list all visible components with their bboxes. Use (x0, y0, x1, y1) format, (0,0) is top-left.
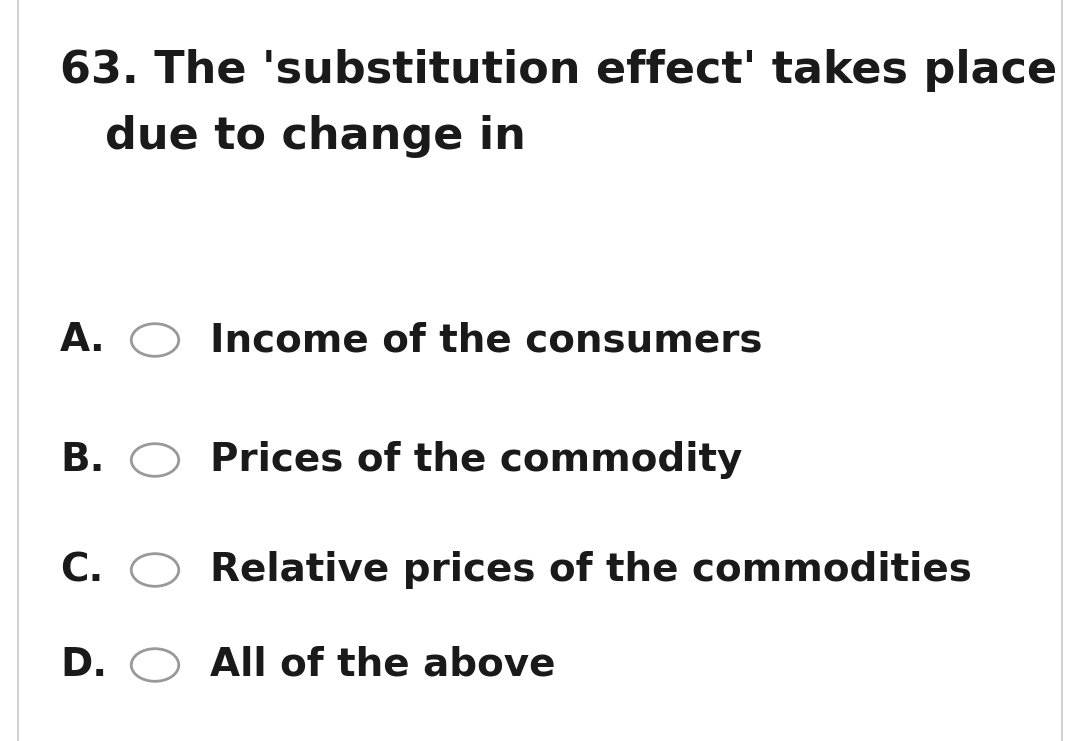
Text: 63. The 'substitution effect' takes place: 63. The 'substitution effect' takes plac… (60, 48, 1057, 91)
Text: due to change in: due to change in (105, 115, 526, 158)
Text: All of the above: All of the above (210, 646, 555, 684)
Text: Prices of the commodity: Prices of the commodity (210, 441, 742, 479)
Text: A.: A. (60, 321, 106, 359)
Text: Relative prices of the commodities: Relative prices of the commodities (210, 551, 972, 589)
Text: D.: D. (60, 646, 107, 684)
Text: B.: B. (60, 441, 105, 479)
Text: C.: C. (60, 551, 104, 589)
Text: Income of the consumers: Income of the consumers (210, 321, 762, 359)
